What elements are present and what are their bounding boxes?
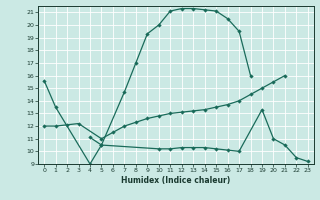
- X-axis label: Humidex (Indice chaleur): Humidex (Indice chaleur): [121, 176, 231, 185]
